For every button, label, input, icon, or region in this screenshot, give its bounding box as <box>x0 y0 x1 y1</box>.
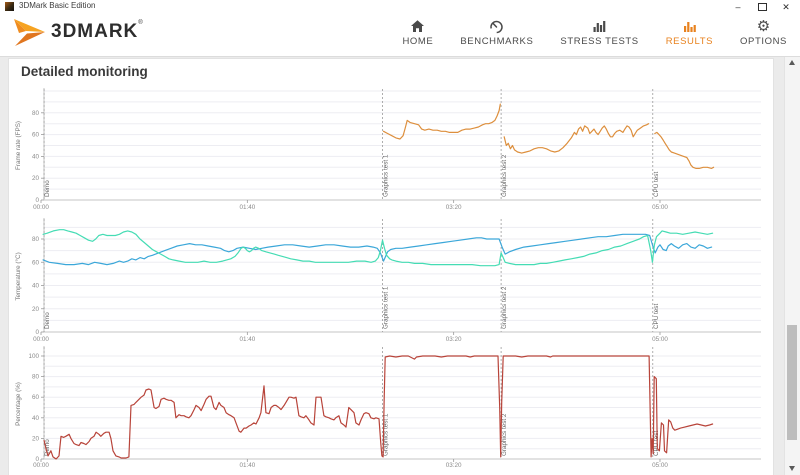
svg-text:0: 0 <box>35 456 39 463</box>
close-button[interactable]: ✕ <box>782 1 790 12</box>
svg-text:20: 20 <box>32 175 40 182</box>
nav-items: HOME BENCHMARKS STRESS T <box>402 17 787 48</box>
title-bar: 3DMark Basic Edition – ✕ <box>0 0 800 14</box>
svg-text:0: 0 <box>35 329 39 336</box>
nav-item-stress-tests[interactable]: STRESS TESTS <box>560 18 638 47</box>
svg-text:Frame rate (FPS): Frame rate (FPS) <box>15 121 22 170</box>
app-icon <box>5 2 14 11</box>
svg-text:80: 80 <box>32 110 40 117</box>
svg-text:0: 0 <box>35 197 39 204</box>
minimize-button[interactable]: – <box>735 2 741 12</box>
svg-text:60: 60 <box>32 394 40 401</box>
svg-text:01:40: 01:40 <box>239 336 255 343</box>
svg-text:Demo: Demo <box>44 312 51 329</box>
svg-text:100: 100 <box>28 353 39 360</box>
home-icon <box>410 18 425 34</box>
scroll-up-icon[interactable] <box>789 60 795 65</box>
temperature-chart: 0 20 40 60 80 00:00 01:40 03:20 05:00 Demo Graphic… <box>14 218 761 343</box>
window-controls: – ✕ <box>726 0 798 14</box>
svg-text:Graphics test 2: Graphics test 2 <box>501 286 508 329</box>
svg-text:Graphics test 1: Graphics test 1 <box>382 286 389 329</box>
vertical-scrollbar[interactable] <box>784 55 800 475</box>
bar-chart-icon <box>592 18 607 34</box>
svg-text:03:20: 03:20 <box>446 204 462 211</box>
results-bar-chart-icon <box>682 18 697 34</box>
monitoring-card: Detailed monitoring 0 20 40 60 80 00:00 01:40 0… <box>8 58 774 475</box>
svg-text:Percentage (%): Percentage (%) <box>15 382 22 426</box>
nav-label: RESULTS <box>665 36 714 47</box>
svg-text:CPU test: CPU test <box>653 172 660 197</box>
svg-text:01:40: 01:40 <box>239 462 255 469</box>
svg-text:03:20: 03:20 <box>446 462 462 469</box>
svg-text:00:00: 00:00 <box>33 462 49 469</box>
nav-label: OPTIONS <box>740 36 787 47</box>
gear-icon: ⚙ <box>756 17 771 35</box>
svg-text:05:00: 05:00 <box>652 204 668 211</box>
svg-text:Graphics test 2: Graphics test 2 <box>501 413 508 456</box>
nav-item-results[interactable]: RESULTS <box>666 18 713 47</box>
svg-text:40: 40 <box>32 283 40 290</box>
svg-text:Graphics test 2: Graphics test 2 <box>501 154 508 197</box>
svg-text:Graphics test 1: Graphics test 1 <box>382 154 389 197</box>
nav-label: HOME <box>402 36 434 47</box>
page-title: Detailed monitoring <box>21 64 148 79</box>
svg-text:05:00: 05:00 <box>652 336 668 343</box>
nav-label: STRESS TESTS <box>560 36 639 47</box>
svg-text:40: 40 <box>32 415 40 422</box>
nav-item-home[interactable]: HOME <box>402 18 433 47</box>
svg-text:60: 60 <box>32 259 40 266</box>
svg-text:80: 80 <box>32 236 40 243</box>
logo-chevron-icon <box>14 19 45 46</box>
svg-text:CPU test: CPU test <box>653 304 660 329</box>
window-title: 3DMark Basic Edition <box>19 1 96 10</box>
svg-text:CPU test: CPU test <box>653 431 660 456</box>
svg-text:03:20: 03:20 <box>446 336 462 343</box>
svg-text:05:00: 05:00 <box>652 462 668 469</box>
svg-text:20: 20 <box>32 435 40 442</box>
svg-text:20: 20 <box>32 306 40 313</box>
registered-mark: ® <box>138 20 144 26</box>
logo-text: 3DMARK® <box>51 20 144 42</box>
gauge-icon <box>489 18 504 34</box>
svg-text:Demo: Demo <box>44 180 51 197</box>
percentage-chart: 0 20 40 60 80 100 00:00 01:40 03:20 05:00 Demo Grap… <box>15 346 761 469</box>
scrollbar-thumb[interactable] <box>787 325 797 440</box>
svg-text:40: 40 <box>32 153 40 160</box>
maximize-icon <box>757 3 767 11</box>
nav-label: BENCHMARKS <box>460 36 534 47</box>
scroll-down-icon[interactable] <box>789 466 795 471</box>
svg-text:80: 80 <box>32 374 40 381</box>
nav-bar: 3DMARK® HOME BENCHMARKS <box>0 14 800 57</box>
svg-text:00:00: 00:00 <box>33 336 49 343</box>
svg-text:Demo: Demo <box>44 439 51 456</box>
svg-text:Temperature (°C): Temperature (°C) <box>14 252 22 300</box>
svg-text:00:00: 00:00 <box>33 204 49 211</box>
svg-text:01:40: 01:40 <box>239 204 255 211</box>
svg-text:Graphics test 1: Graphics test 1 <box>382 413 389 456</box>
frame-rate-chart: 0 20 40 60 80 00:00 01:40 03:20 05:00 Demo Graphic… <box>15 88 761 211</box>
maximize-button[interactable] <box>750 0 774 14</box>
nav-item-benchmarks[interactable]: BENCHMARKS <box>460 18 533 47</box>
logo-3dmark: 3DMARK® <box>13 17 144 47</box>
nav-item-options[interactable]: ⚙ OPTIONS <box>740 17 787 48</box>
main-area: Detailed monitoring 0 20 40 60 80 00:00 01:40 0… <box>0 56 800 475</box>
svg-text:60: 60 <box>32 132 40 139</box>
